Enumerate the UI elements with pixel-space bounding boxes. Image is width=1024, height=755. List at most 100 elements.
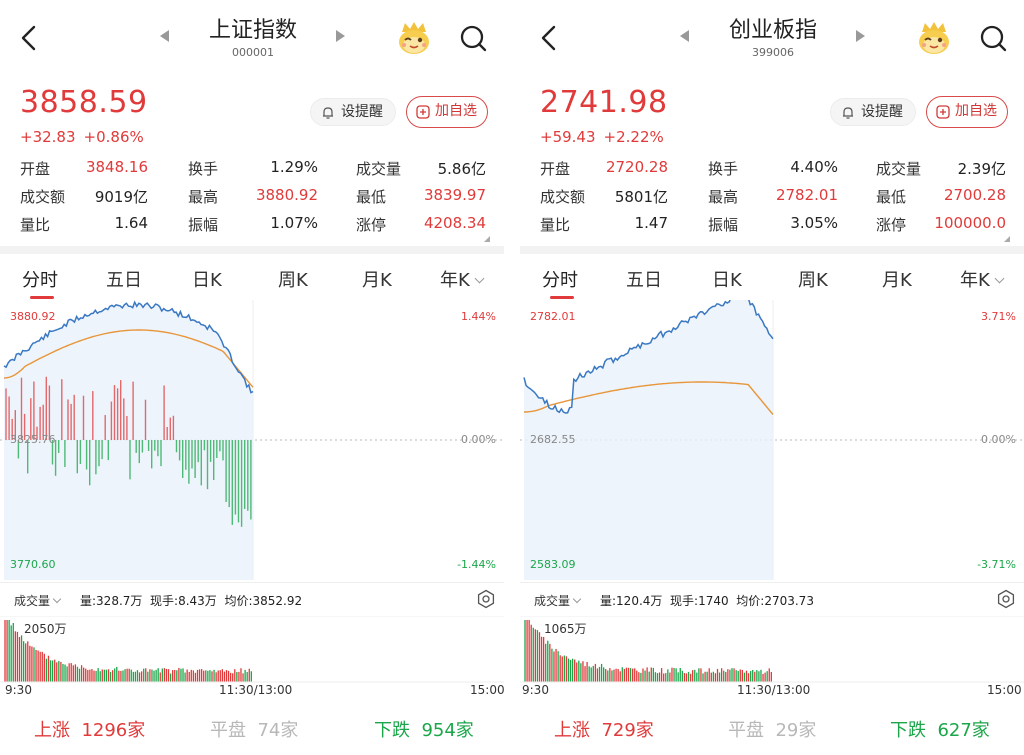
stat-value: 2.39亿 bbox=[957, 160, 1006, 178]
stat-label: 涨停 bbox=[876, 216, 907, 234]
unchanged[interactable]: 平盘 29家 bbox=[728, 716, 816, 742]
volume-max-label: 2050万 bbox=[24, 622, 67, 636]
advancers-count: 1296家 bbox=[81, 720, 146, 741]
market-breadth: 上涨 729家 平盘 29家 下跌 627家 bbox=[520, 716, 1024, 746]
volume-dropdown[interactable]: 成交量 bbox=[14, 592, 62, 609]
stat-value: 5.86亿 bbox=[437, 160, 486, 178]
next-index-icon[interactable] bbox=[856, 30, 865, 42]
search-icon[interactable] bbox=[977, 22, 1009, 54]
volume-chart bbox=[520, 616, 1024, 683]
tab-1[interactable]: 五日 bbox=[626, 266, 662, 292]
next-index-icon[interactable] bbox=[336, 30, 345, 42]
search-icon[interactable] bbox=[457, 22, 489, 54]
stat-value: 2782.01 bbox=[775, 186, 838, 204]
add-watchlist-label: 加自选 bbox=[435, 103, 477, 119]
set-alert-button[interactable]: 设提醒 bbox=[830, 98, 916, 126]
current-price: 2741.98 bbox=[540, 85, 668, 120]
price-line bbox=[3, 300, 254, 394]
chevron-down-icon bbox=[572, 594, 582, 604]
stat-label: 振幅 bbox=[188, 216, 219, 234]
tab-3[interactable]: 周K bbox=[278, 266, 308, 292]
change-absolute: +59.43 bbox=[540, 128, 596, 146]
stats-grid: 开盘 2720.28 换手 4.40% 成交量 2.39亿 成交额 5801亿 最高 2782.0… bbox=[540, 158, 1010, 242]
time-mid: 11:30/13:00 bbox=[219, 683, 293, 697]
price-change: +59.43 +2.22% bbox=[540, 128, 672, 146]
back-arrow-icon[interactable] bbox=[536, 22, 562, 54]
advancers[interactable]: 上涨 1296家 bbox=[34, 716, 145, 742]
stats-row: 量比 1.47 振幅 3.05% 涨停 100000.0 bbox=[540, 214, 1010, 242]
tab-label: 五日 bbox=[106, 270, 142, 291]
settings-icon[interactable] bbox=[476, 589, 496, 609]
stat-value: 5801亿 bbox=[614, 188, 668, 206]
time-mid: 11:30/13:00 bbox=[737, 683, 811, 697]
advancers[interactable]: 上涨 729家 bbox=[554, 716, 654, 742]
tab-4[interactable]: 月K bbox=[362, 266, 392, 292]
add-watchlist-button[interactable]: 加自选 bbox=[406, 96, 488, 128]
unchanged-count: 29家 bbox=[775, 720, 817, 741]
stat-label: 换手 bbox=[188, 160, 219, 178]
tab-label: 分时 bbox=[22, 270, 58, 291]
add-watchlist-button[interactable]: 加自选 bbox=[926, 96, 1008, 128]
tab-5[interactable]: 年K bbox=[440, 266, 485, 292]
stock-panel-chinext: 创业板指 399006 2741.98 +59.43 +2.22% 设提醒 加自选… bbox=[520, 0, 1024, 755]
stat-value: 2700.28 bbox=[943, 186, 1006, 204]
advancers-label: 上涨 bbox=[34, 720, 70, 741]
tab-3[interactable]: 周K bbox=[798, 266, 828, 292]
page-title: 创业板指 bbox=[728, 18, 817, 43]
set-alert-button[interactable]: 设提醒 bbox=[310, 98, 396, 126]
decliners-label: 下跌 bbox=[890, 720, 926, 741]
volume-qty: 量:120.4万 bbox=[600, 594, 663, 608]
unchanged-label: 平盘 bbox=[728, 720, 764, 741]
time-end: 15:00 bbox=[470, 683, 504, 697]
market-breadth: 上涨 1296家 平盘 74家 下跌 954家 bbox=[0, 716, 504, 746]
tab-label: 日K bbox=[712, 270, 742, 291]
stat-label: 成交额 bbox=[540, 188, 586, 206]
price-change: +32.83 +0.86% bbox=[20, 128, 152, 146]
expand-stats-icon[interactable] bbox=[1004, 236, 1010, 242]
chart-pct-mid-label: 0.00% bbox=[461, 433, 496, 446]
tab-0[interactable]: 分时 bbox=[22, 266, 58, 292]
panel-gap bbox=[504, 0, 520, 755]
back-arrow-icon[interactable] bbox=[16, 22, 42, 54]
stat-label: 最低 bbox=[876, 188, 907, 206]
time-axis: 9:30 11:30/13:00 15:00 bbox=[520, 683, 1024, 699]
intraday-chart bbox=[0, 300, 504, 580]
tab-5[interactable]: 年K bbox=[960, 266, 1005, 292]
tab-label: 月K bbox=[362, 270, 392, 291]
mascot-icon[interactable] bbox=[914, 18, 954, 58]
volume-now: 现手:8.43万 bbox=[150, 594, 217, 608]
prev-index-icon[interactable] bbox=[680, 30, 689, 42]
volume-toolbar: 成交量 量:328.7万 现手:8.43万 均价:3852.92 bbox=[0, 582, 504, 616]
volume-qty: 量:328.7万 bbox=[80, 594, 143, 608]
plus-box-icon bbox=[936, 105, 950, 119]
volume-dropdown[interactable]: 成交量 bbox=[534, 592, 582, 609]
change-percent: +0.86% bbox=[83, 128, 144, 146]
chart-low-label: 2583.09 bbox=[530, 558, 576, 571]
volume-info: 量:120.4万 现手:1740 均价:2703.73 bbox=[600, 592, 814, 609]
stat-value: 3848.16 bbox=[85, 158, 148, 176]
stock-panel-shanghai: 上证指数 000001 3858.59 +32.83 +0.86% 设提醒 加自选… bbox=[0, 0, 504, 755]
mascot-icon[interactable] bbox=[394, 18, 434, 58]
tab-2[interactable]: 日K bbox=[192, 266, 222, 292]
decliners-count: 954家 bbox=[421, 720, 474, 741]
stat-label: 成交量 bbox=[356, 160, 402, 178]
tab-2[interactable]: 日K bbox=[712, 266, 742, 292]
volume-now: 现手:1740 bbox=[670, 594, 729, 608]
tab-1[interactable]: 五日 bbox=[106, 266, 142, 292]
decliners-count: 627家 bbox=[937, 720, 990, 741]
chart-pct-mid-label: 0.00% bbox=[981, 433, 1016, 446]
nav-bar: 创业板指 399006 bbox=[520, 0, 1024, 75]
decliners[interactable]: 下跌 954家 bbox=[374, 716, 474, 742]
settings-icon[interactable] bbox=[996, 589, 1016, 609]
unchanged[interactable]: 平盘 74家 bbox=[210, 716, 298, 742]
prev-index-icon[interactable] bbox=[160, 30, 169, 42]
tab-label: 分时 bbox=[542, 270, 578, 291]
tab-0[interactable]: 分时 bbox=[542, 266, 578, 292]
stat-label: 开盘 bbox=[540, 160, 571, 178]
expand-stats-icon[interactable] bbox=[484, 236, 490, 242]
stat-label: 换手 bbox=[708, 160, 739, 178]
tab-4[interactable]: 月K bbox=[882, 266, 912, 292]
time-end: 15:00 bbox=[987, 683, 1022, 697]
time-start: 9:30 bbox=[5, 683, 32, 697]
decliners[interactable]: 下跌 627家 bbox=[890, 716, 990, 742]
